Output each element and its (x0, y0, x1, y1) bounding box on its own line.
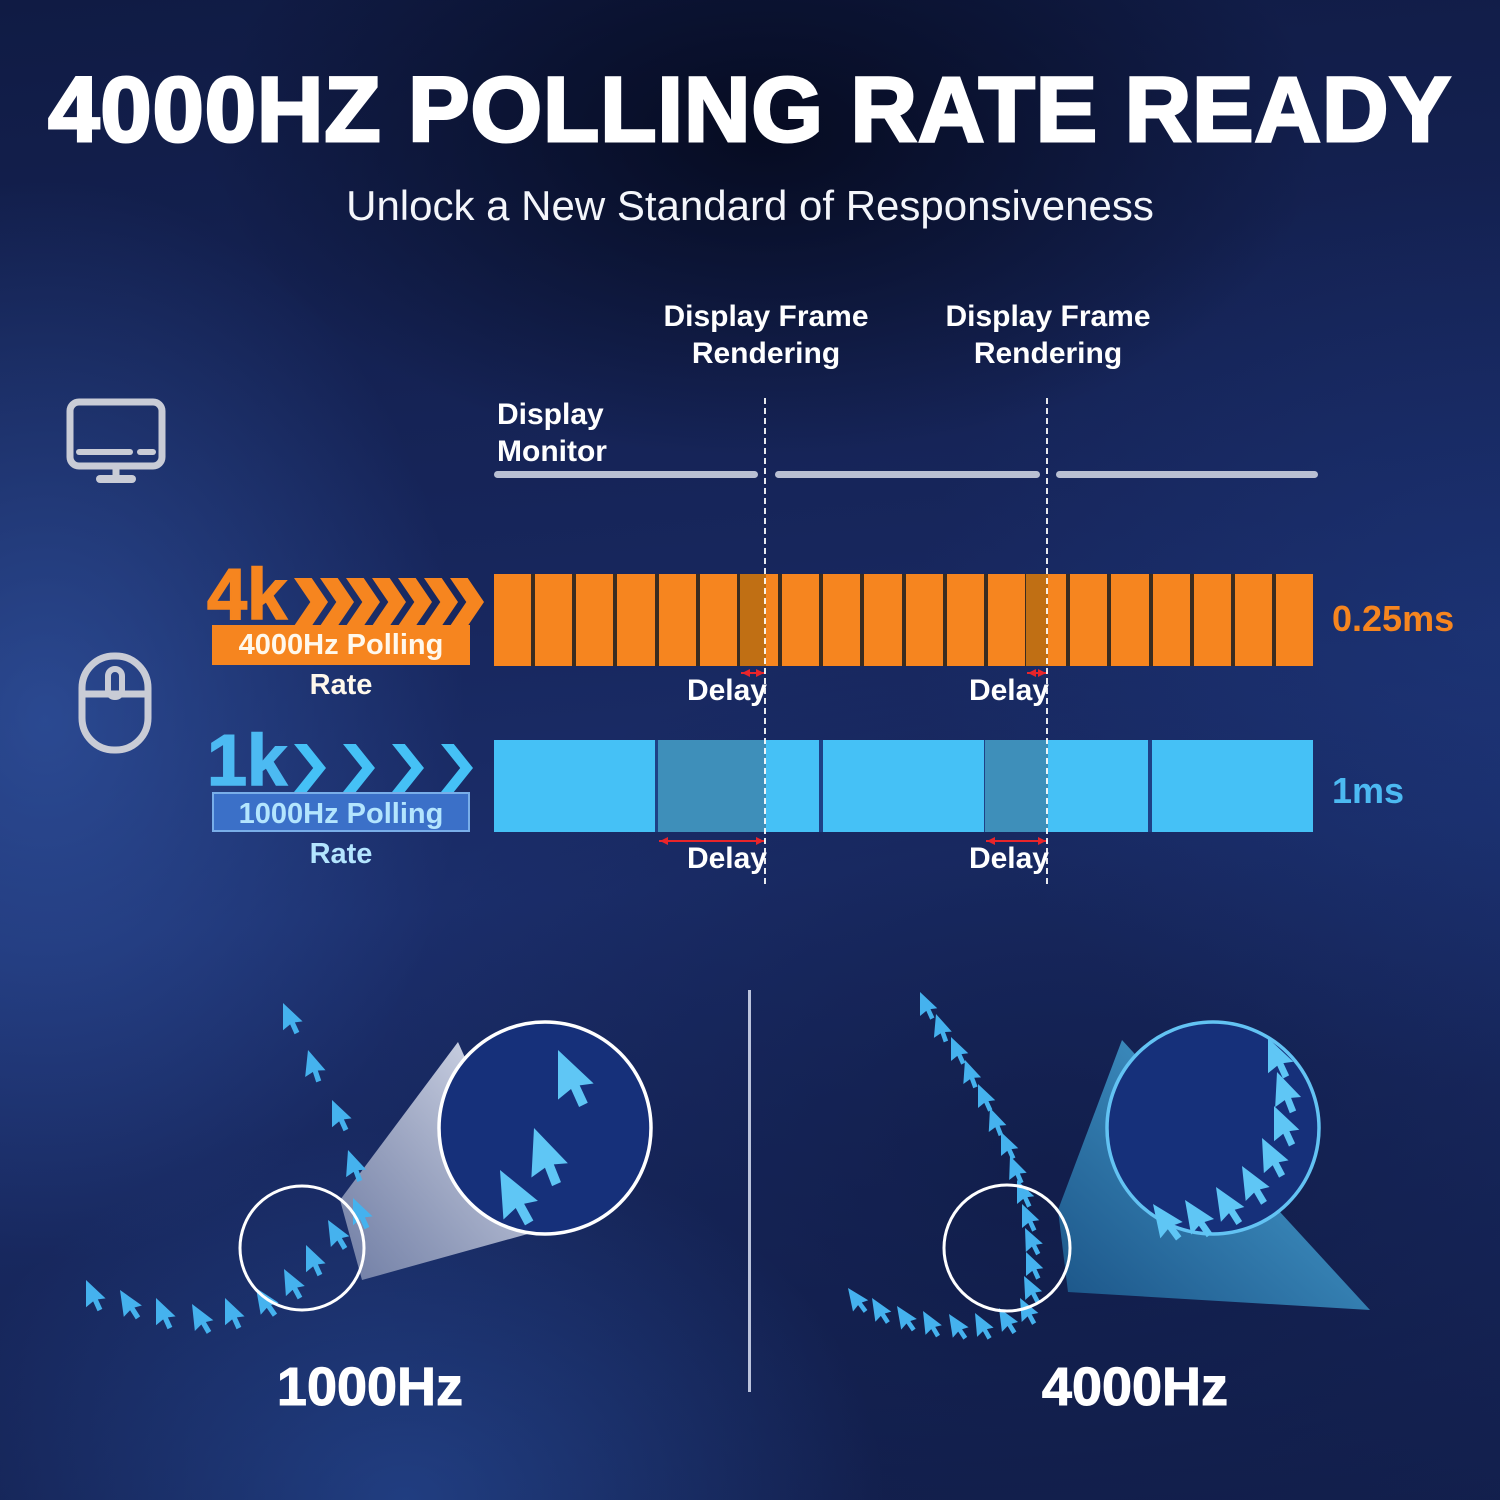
delay-markers-1000hz (494, 836, 1313, 848)
badge-1k: 1k (206, 721, 288, 801)
polling-bar-1000hz (494, 740, 1313, 832)
polling-rate-label-4000hz: 4000Hz Polling Rate (212, 625, 470, 701)
poll-segment (699, 574, 737, 666)
delay-region (657, 740, 766, 832)
delay-measure-arrow (1026, 668, 1048, 678)
poll-segment (658, 574, 696, 666)
display-monitor-icon (66, 398, 166, 483)
polling-rate-label-1000hz: 1000Hz Polling Rate (212, 792, 470, 870)
speed-chevron-icon (441, 744, 473, 792)
delay-label: Delay (686, 674, 767, 707)
frame-rendering-label-2: Display Frame Rendering (945, 300, 1151, 370)
monitor-timeline-segment (1056, 471, 1318, 478)
speed-chevron-icon (392, 744, 424, 792)
delay-markers-4000hz (494, 668, 1313, 680)
poll-segment (864, 574, 902, 666)
highlight-circle (942, 1183, 1072, 1313)
magnified-circle (437, 1020, 653, 1236)
cursor-trail-figure-1000hz (86, 1003, 653, 1336)
poll-segment (782, 574, 820, 666)
frame-render-dashed-line (764, 398, 766, 884)
polling-bar-4000hz (494, 574, 1314, 666)
poll-segment (1193, 574, 1231, 666)
cursor-trail (86, 1003, 373, 1336)
poll-segment (1275, 574, 1314, 666)
frame-rendering-label-1: Display Frame Rendering (663, 300, 869, 370)
latency-value-4000hz: 0.25ms (1332, 598, 1455, 639)
comparison-label-1000hz: 1000Hz (276, 1357, 464, 1418)
cursor-trail (848, 992, 1044, 1342)
poll-segment (823, 574, 861, 666)
speed-chevron-icon (343, 744, 375, 792)
speed-chevrons-1k (294, 744, 473, 792)
poll-segment (617, 574, 655, 666)
delay-region (985, 740, 1049, 832)
highlight-circle (238, 1184, 366, 1312)
badge-4k: 4k (206, 555, 288, 635)
latency-value-1000hz: 1ms (1332, 770, 1405, 811)
monitor-timeline-segment (775, 471, 1040, 478)
poll-segment (494, 574, 532, 666)
gaming-mouse-icon (78, 652, 152, 754)
poll-segment (535, 574, 573, 666)
delay-label: Delay (968, 842, 1049, 875)
poll-segment (1234, 574, 1272, 666)
page-subtitle: Unlock a New Standard of Responsiveness (346, 182, 1154, 229)
poll-segment (1070, 574, 1108, 666)
poll-segment (1152, 574, 1190, 666)
magnified-circle (1105, 1020, 1321, 1236)
poll-segment (494, 740, 655, 832)
cursor-trail-figure-4000hz (848, 992, 1370, 1342)
speed-chevron-icon (294, 578, 328, 626)
delay-label: Delay (686, 842, 767, 875)
poll-segment (905, 574, 943, 666)
display-monitor-label: Display Monitor (497, 398, 607, 468)
poll-segment (1152, 740, 1313, 832)
delay-measure-arrow (658, 836, 766, 846)
monitor-timeline-segment (494, 471, 758, 478)
delay-region (739, 574, 766, 666)
comparison-divider (748, 990, 751, 1392)
delay-label: Delay (968, 674, 1049, 707)
delay-region (1026, 574, 1049, 666)
frame-render-dashed-line (1046, 398, 1048, 884)
delay-measure-arrow (985, 836, 1048, 846)
delay-measure-arrow (740, 668, 766, 678)
speed-chevrons-4k (294, 578, 484, 626)
poll-segment (576, 574, 614, 666)
page-title: 4000HZ POLLING RATE READY (47, 58, 1453, 163)
poll-segment (987, 574, 1026, 666)
poll-segment (946, 574, 984, 666)
comparison-label-4000hz: 4000Hz (1041, 1357, 1229, 1418)
speed-chevron-icon (294, 744, 326, 792)
poll-segment (823, 740, 984, 832)
poll-segment (1111, 574, 1149, 666)
